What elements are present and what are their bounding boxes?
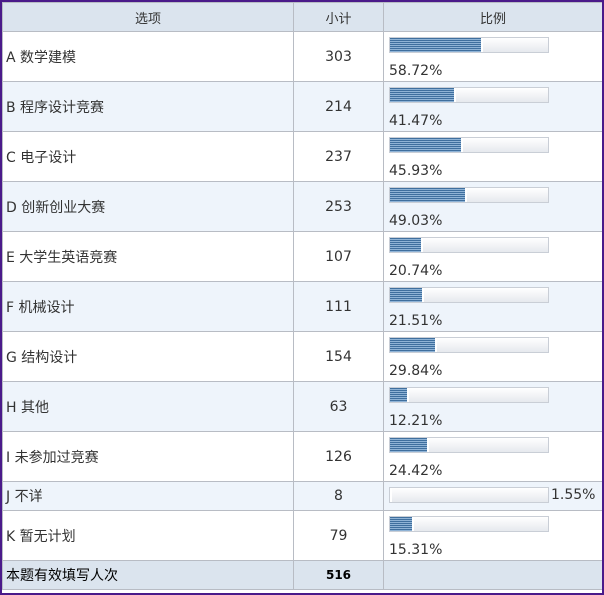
table-row: F 机械设计 111 21.51% — [2, 281, 602, 332]
option-count: 107 — [293, 231, 384, 282]
option-label: A 数学建模 — [2, 31, 294, 82]
option-percent: 41.47% — [389, 113, 443, 129]
option-count: 154 — [293, 331, 384, 382]
option-label: K 暂无计划 — [2, 510, 294, 561]
progress-bar-fill — [390, 138, 463, 152]
progress-bar — [389, 387, 549, 403]
option-ratio-cell: 29.84% — [383, 331, 602, 382]
progress-bar — [389, 516, 549, 532]
option-percent: 15.31% — [389, 542, 443, 558]
header-option: 选项 — [2, 2, 294, 32]
option-percent: 45.93% — [389, 163, 443, 179]
progress-bar-fill — [390, 38, 483, 52]
option-count: 237 — [293, 131, 384, 182]
table-row: G 结构设计 154 29.84% — [2, 331, 602, 382]
progress-bar — [389, 337, 549, 353]
option-count: 253 — [293, 181, 384, 232]
option-count: 111 — [293, 281, 384, 332]
option-label: B 程序设计竞赛 — [2, 81, 294, 132]
option-label: G 结构设计 — [2, 331, 294, 382]
option-ratio-cell: 12.21% — [383, 381, 602, 432]
progress-bar — [389, 437, 549, 453]
table-row: A 数学建模 303 58.72% — [2, 31, 602, 82]
option-ratio-cell: 15.31% — [383, 510, 602, 561]
progress-bar-fill — [390, 488, 393, 502]
option-label: C 电子设计 — [2, 131, 294, 182]
progress-bar-fill — [390, 438, 429, 452]
option-label: J 不详 — [2, 481, 294, 511]
option-ratio-cell: 49.03% — [383, 181, 602, 232]
progress-bar — [389, 137, 549, 153]
option-count: 63 — [293, 381, 384, 432]
option-count: 126 — [293, 431, 384, 482]
header-count: 小计 — [293, 2, 384, 32]
progress-bar — [389, 237, 549, 253]
option-count: 303 — [293, 31, 384, 82]
progress-bar-fill — [390, 338, 438, 352]
progress-bar-fill — [390, 238, 423, 252]
table-row: H 其他 63 12.21% — [2, 381, 602, 432]
option-count: 214 — [293, 81, 384, 132]
option-percent: 58.72% — [389, 63, 443, 79]
option-count: 79 — [293, 510, 384, 561]
option-percent: 20.74% — [389, 263, 443, 279]
progress-bar — [389, 287, 549, 303]
header-row: 选项 小计 比例 — [2, 2, 602, 32]
footer-empty — [383, 560, 602, 590]
progress-bar — [389, 37, 549, 53]
progress-bar — [389, 87, 549, 103]
footer-total: 516 — [293, 560, 384, 590]
option-ratio-cell: 58.72% — [383, 31, 602, 82]
option-ratio-cell: 1.55% — [383, 481, 602, 511]
progress-bar — [389, 187, 549, 203]
progress-bar-fill — [390, 288, 424, 302]
option-label: H 其他 — [2, 381, 294, 432]
progress-bar — [389, 487, 549, 503]
table-row: B 程序设计竞赛 214 41.47% — [2, 81, 602, 132]
header-ratio: 比例 — [383, 2, 602, 32]
option-percent: 49.03% — [389, 213, 443, 229]
option-count: 8 — [293, 481, 384, 511]
progress-bar-fill — [390, 517, 415, 531]
option-label: I 未参加过竞赛 — [2, 431, 294, 482]
option-percent: 24.42% — [389, 463, 443, 479]
progress-bar-fill — [390, 388, 410, 402]
progress-bar-fill — [390, 88, 456, 102]
table-row: E 大学生英语竞赛 107 20.74% — [2, 231, 602, 282]
footer-label: 本题有效填写人次 — [2, 560, 294, 590]
option-percent: 1.55% — [551, 487, 596, 503]
table-row: K 暂无计划 79 15.31% — [2, 510, 602, 561]
option-ratio-cell: 21.51% — [383, 281, 602, 332]
option-percent: 21.51% — [389, 313, 443, 329]
table-row: C 电子设计 237 45.93% — [2, 131, 602, 182]
option-percent: 29.84% — [389, 363, 443, 379]
option-label: E 大学生英语竞赛 — [2, 231, 294, 282]
option-ratio-cell: 20.74% — [383, 231, 602, 282]
table-row: J 不详 8 1.55% — [2, 481, 602, 511]
option-label: D 创新创业大赛 — [2, 181, 294, 232]
option-label: F 机械设计 — [2, 281, 294, 332]
option-percent: 12.21% — [389, 413, 443, 429]
table-row: D 创新创业大赛 253 49.03% — [2, 181, 602, 232]
option-ratio-cell: 24.42% — [383, 431, 602, 482]
option-ratio-cell: 45.93% — [383, 131, 602, 182]
footer-row: 本题有效填写人次 516 — [2, 560, 602, 590]
table-row: I 未参加过竞赛 126 24.42% — [2, 431, 602, 482]
progress-bar-fill — [390, 188, 468, 202]
option-ratio-cell: 41.47% — [383, 81, 602, 132]
